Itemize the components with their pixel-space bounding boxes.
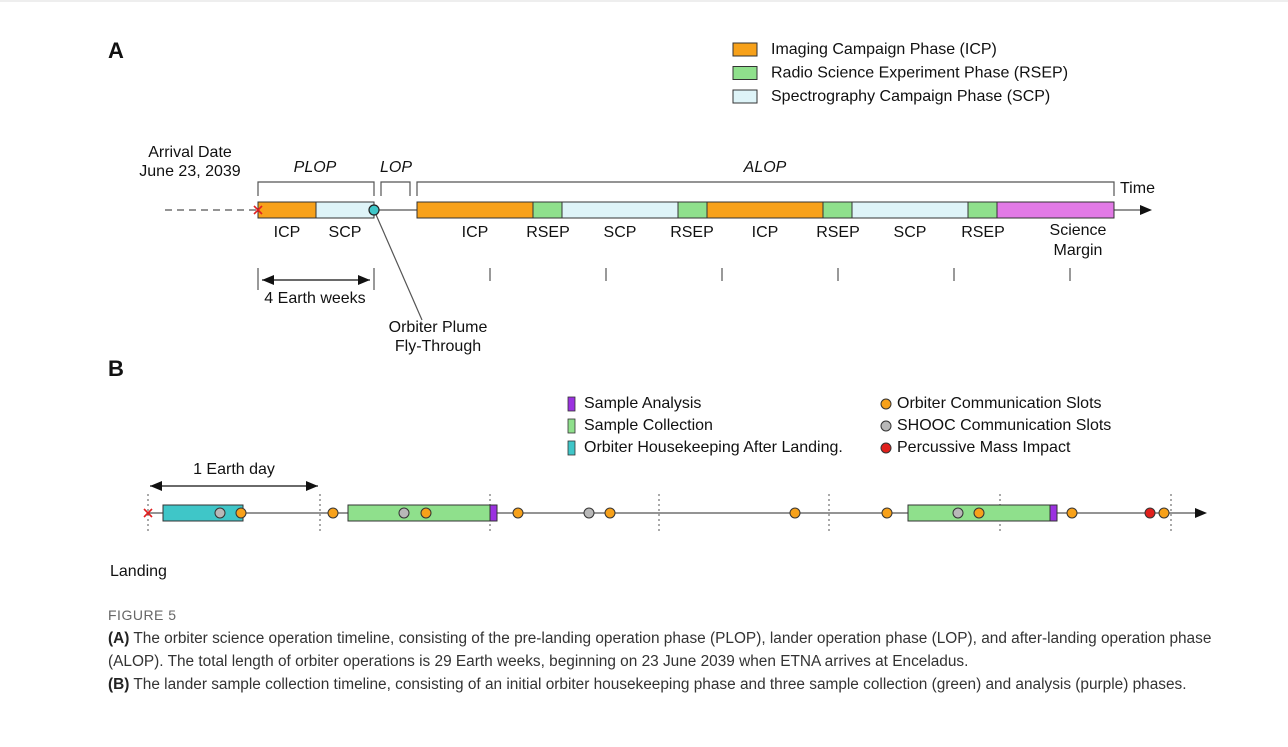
segment-label: ICP: [752, 224, 779, 241]
cross: [253, 205, 263, 215]
arrow-head: [1195, 508, 1207, 518]
phase-bracket: [416, 181, 1115, 196]
legend-swatch: [567, 396, 576, 412]
panel-label: B: [108, 356, 124, 381]
duration-label: 1 Earth day: [193, 461, 275, 478]
segment-label: RSEP: [526, 224, 570, 241]
legend-label: Orbiter Communication Slots: [897, 395, 1102, 412]
phase-segment: [257, 201, 317, 219]
segment-label: SCP: [604, 224, 637, 241]
arrow-head: [150, 481, 162, 491]
event-dot: [973, 507, 985, 519]
phase-segment: [561, 201, 679, 219]
phase-segment: [532, 201, 563, 219]
event-dot: [327, 507, 339, 519]
segment-label: RSEP: [816, 224, 860, 241]
caption-label: (B): [108, 676, 130, 693]
flythrough-label: Orbiter Plume: [389, 319, 488, 336]
event-dot: [881, 507, 893, 519]
legend-dot: [880, 420, 892, 432]
event-dot: [512, 507, 524, 519]
panel-label: A: [108, 38, 124, 63]
segment-label: Science: [1050, 222, 1107, 239]
leader-line: [373, 209, 423, 321]
legend-dot: [880, 442, 892, 454]
event-dot: [583, 507, 595, 519]
cross: [143, 508, 153, 518]
phase-segment: [967, 201, 998, 219]
phase-segment: [315, 201, 375, 219]
arrow-head: [358, 275, 370, 285]
legend-label: Percussive Mass Impact: [897, 439, 1071, 456]
flythrough-label: Fly-Through: [395, 338, 481, 355]
caption-label: (A): [108, 630, 130, 647]
segment-label: RSEP: [670, 224, 714, 241]
caption-text: The lander sample collection timeline, c…: [133, 676, 1187, 693]
event-dot: [952, 507, 964, 519]
caption-text: The orbiter science operation timeline, …: [108, 630, 1212, 670]
phase-segment: [416, 201, 534, 219]
legend-label: Sample Analysis: [584, 395, 701, 412]
segment-label: SCP: [894, 224, 927, 241]
event-dot: [398, 507, 410, 519]
phase-bracket: [380, 181, 411, 196]
segment-label: SCP: [329, 224, 362, 241]
event-dot: [1158, 507, 1170, 519]
event-dot: [604, 507, 616, 519]
arrival-label: June 23, 2039: [139, 163, 241, 180]
activity-box: [162, 504, 244, 522]
arrow-head: [306, 481, 318, 491]
legend-label: Radio Science Experiment Phase (RSEP): [771, 65, 1068, 82]
phase-segment: [851, 201, 969, 219]
legend-label: Spectrography Campaign Phase (SCP): [771, 88, 1050, 105]
arrival-label: Arrival Date: [148, 144, 232, 161]
phase-segment: [996, 201, 1115, 219]
legend-swatch: [732, 89, 758, 104]
phase-label: ALOP: [743, 159, 787, 176]
figure-number: FIGURE 5: [108, 607, 177, 623]
phase-segment: [706, 201, 824, 219]
event-dot: [235, 507, 247, 519]
activity-box: [489, 504, 498, 522]
activity-box: [1049, 504, 1058, 522]
phase-segment: [822, 201, 853, 219]
event-dot: [1144, 507, 1156, 519]
legend-swatch: [567, 440, 576, 456]
segment-label: Margin: [1054, 242, 1103, 259]
legend-swatch: [567, 418, 576, 434]
segment-label: RSEP: [961, 224, 1005, 241]
phase-label: PLOP: [294, 159, 337, 176]
arrow-head: [1140, 205, 1152, 215]
legend-label: SHOOC Communication Slots: [897, 417, 1111, 434]
event-dot: [1066, 507, 1078, 519]
legend-label: Imaging Campaign Phase (ICP): [771, 41, 997, 58]
activity-box: [347, 504, 491, 522]
phase-bracket: [257, 181, 375, 196]
legend-label: Sample Collection: [584, 417, 713, 434]
phase-label: LOP: [380, 159, 412, 176]
caption: (A) The orbiter science operation timeli…: [108, 627, 1238, 696]
diagram: A B Imaging Campaign Phase (ICP) Radio Sc…: [0, 0, 1288, 580]
segment-label: ICP: [274, 224, 301, 241]
legend-label: Orbiter Housekeeping After Landing.: [584, 439, 843, 456]
duration-label: 4 Earth weeks: [264, 290, 365, 307]
segment-label: ICP: [462, 224, 489, 241]
flythrough-marker: [368, 204, 380, 216]
landing-label: Landing: [110, 563, 167, 580]
event-dot: [420, 507, 432, 519]
time-label: Time: [1120, 180, 1155, 197]
legend-swatch: [732, 42, 758, 57]
legend-swatch: [732, 66, 758, 80]
arrow-head: [262, 275, 274, 285]
event-dot: [789, 507, 801, 519]
event-dot: [214, 507, 226, 519]
phase-segment: [677, 201, 708, 219]
legend-dot: [880, 398, 892, 410]
